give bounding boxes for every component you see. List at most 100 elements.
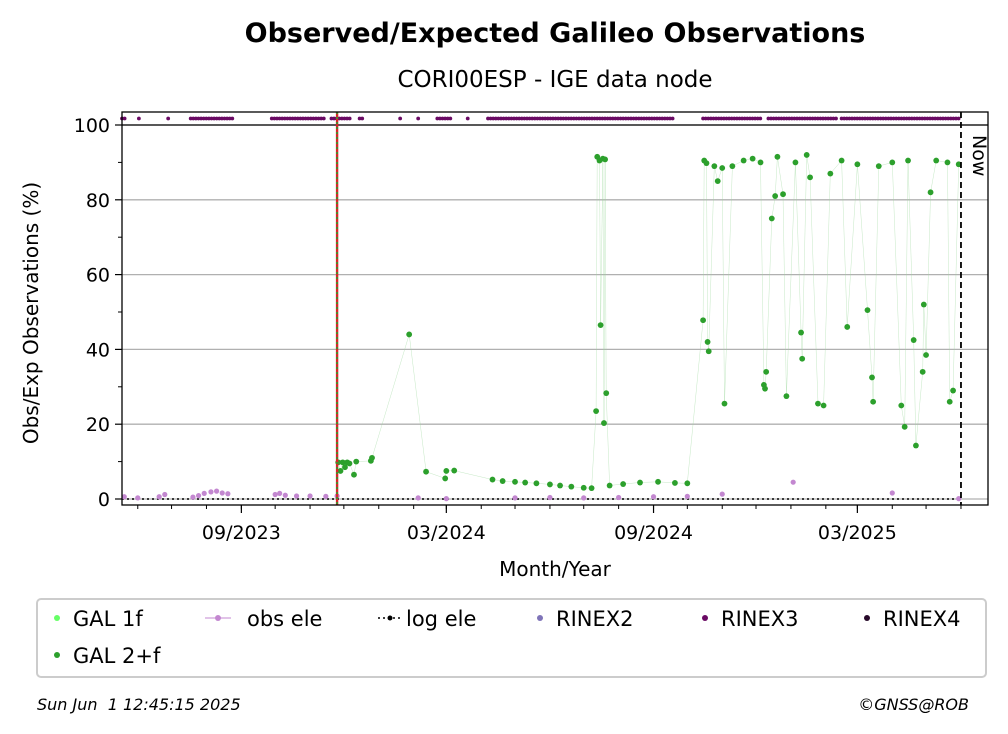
gal-2f-point [603,390,610,397]
rinex3-mark [577,116,581,121]
gal-2f-point [901,423,908,430]
rinex3-mark [852,116,857,121]
rinex3-mark [946,116,951,121]
rinex3-mark [496,116,501,121]
gal-2f-point [443,468,450,474]
gal-2f-point [854,161,861,168]
rinex3-mark [295,116,300,121]
rinex3-mark [230,116,235,121]
x-tick-label: 03/2024 [407,522,486,544]
rinex3-mark [306,116,311,121]
gal-2f-point [406,331,413,338]
now-label: Now [968,135,990,176]
gal-2f-point [580,484,587,491]
obs-ele-point [323,493,329,499]
rinex3-mark [935,116,940,121]
rinex3-mark [881,116,886,121]
obs-ele-point [121,494,127,500]
gal-2f-point [923,352,929,358]
rinex3-mark [122,116,127,121]
rinex3-mark [579,116,584,121]
rinex3-mark [285,116,290,121]
y-axis-label: Obs/Exp Observations (%) [19,182,43,444]
obs-ele-point [443,496,449,502]
x-tick-label: 09/2024 [614,522,693,544]
rinex3-mark [196,116,201,121]
y-tick-label: 0 [98,489,110,511]
y-tick-label: 80 [86,190,110,212]
rinex3-mark [742,116,747,121]
rinex3-mark [779,116,784,121]
rinex3-mark [839,116,844,121]
rinex3-mark [920,116,925,121]
rinex3-mark [789,116,794,121]
rinex3-mark [629,116,633,121]
obs-ele-point [190,494,196,500]
rinex3-mark [631,116,636,121]
rinex3-mark [808,116,812,121]
gal-2f-point [927,189,934,196]
gal-2f-point [339,459,346,466]
legend-label-rinex3: RINEX3 [721,607,799,631]
rinex3-mark [212,116,216,121]
gal-2f-point [774,153,781,160]
rinex3-mark [771,116,776,121]
rinex3-mark [329,116,334,121]
rinex3-mark [314,116,318,121]
rinex3-mark [948,116,953,121]
rinex3-mark [582,116,587,121]
rinex3-mark [797,116,802,121]
rinex3-mark [729,116,734,121]
gal-2f-point [700,317,706,324]
rinex3-mark [925,116,930,121]
rinex3-mark [603,116,607,121]
gal-2f-point [772,193,779,199]
rinex3-mark [136,116,141,121]
rinex3-mark [784,116,789,121]
obs-ele-point [415,495,421,501]
rinex3-mark [933,116,938,121]
rinex3-mark [206,116,211,121]
obs-ele-point [889,490,895,496]
gal-2f-point [711,163,718,170]
rinex3-mark [191,116,196,121]
footer-timestamp: Sun Jun 1 12:45:15 2025 [37,695,241,714]
chart-title: Observed/Expected Galileo Observations [245,18,866,49]
rinex3-mark [623,116,628,121]
rinex3-mark [219,116,224,121]
gal-2f-point [898,402,905,409]
rinex3-mark [590,116,594,121]
rinex3-mark [634,116,639,121]
rinex3-mark [889,116,893,121]
gal-2f-point [798,329,804,336]
gal-2f-point [655,478,661,485]
gal-2f-point [499,478,506,484]
rinex3-mark [272,116,277,121]
gal-2f-point [950,387,956,394]
rinex3-mark [347,116,352,121]
rinex3-mark [745,116,750,121]
rinex3-mark [592,116,597,121]
rinex3-mark [941,116,945,121]
rinex3-mark [543,116,548,121]
rinex3-mark [398,116,403,121]
obs-ele-point [581,495,587,501]
rinex3-mark [938,116,943,121]
rinex3-mark [519,116,524,121]
gal-2f-point [489,476,496,483]
obs-ele-point [225,491,231,497]
legend-label-obs-ele: obs ele [247,607,322,631]
legend-label-rinex4: RINEX4 [883,607,961,631]
obs-ele-point [195,493,202,499]
rinex3-mark [321,116,326,121]
rinex3-mark [642,116,646,121]
obs-ele-point [156,494,162,500]
plot-area: 0 20 40 60 80 100 09/2023 03/2024 09/2024 03/2025… [74,111,990,544]
gal-2f-point [703,160,710,167]
rinex3-mark [639,116,644,121]
rinex3-mark [416,116,421,121]
rinex3-mark [301,116,305,121]
rinex3-mark [727,116,731,121]
rinex3-mark [608,116,613,121]
